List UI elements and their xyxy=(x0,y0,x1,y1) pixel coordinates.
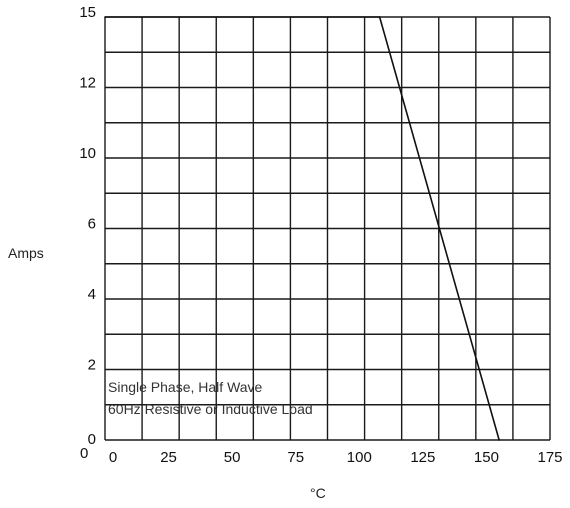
x-tick-label: 125 xyxy=(410,449,435,466)
origin-label: 0 xyxy=(80,445,88,462)
x-axis-label: °C xyxy=(310,485,326,501)
y-tick-label: 12 xyxy=(79,75,96,92)
curve-point xyxy=(498,439,500,441)
grid xyxy=(104,16,551,441)
x-tick-label: 150 xyxy=(474,449,499,466)
annotation-line-1: Single Phase, Half Wave xyxy=(108,379,263,395)
y-tick-label: 6 xyxy=(88,216,96,233)
x-tick-label: 75 xyxy=(287,449,304,466)
x-tick-label: 100 xyxy=(347,449,372,466)
y-tick-label: 0 xyxy=(88,431,96,448)
y-tick-label: 2 xyxy=(88,357,96,374)
x-tick-label: 175 xyxy=(537,449,562,466)
y-tick-label: 10 xyxy=(79,145,96,162)
series-layer xyxy=(104,16,500,441)
annotation-line-2: 60Hz Resistive or Inductive Load xyxy=(108,401,313,417)
curve-point xyxy=(378,16,381,18)
x-tick-label: 0 xyxy=(109,449,117,466)
curve-point xyxy=(104,16,106,18)
x-tick-label: 25 xyxy=(160,449,177,466)
y-tick-label: 15 xyxy=(79,4,96,21)
y-tick-label: 4 xyxy=(88,286,96,303)
y-axis-label: Amps xyxy=(8,245,44,261)
x-tick-label: 50 xyxy=(224,449,241,466)
